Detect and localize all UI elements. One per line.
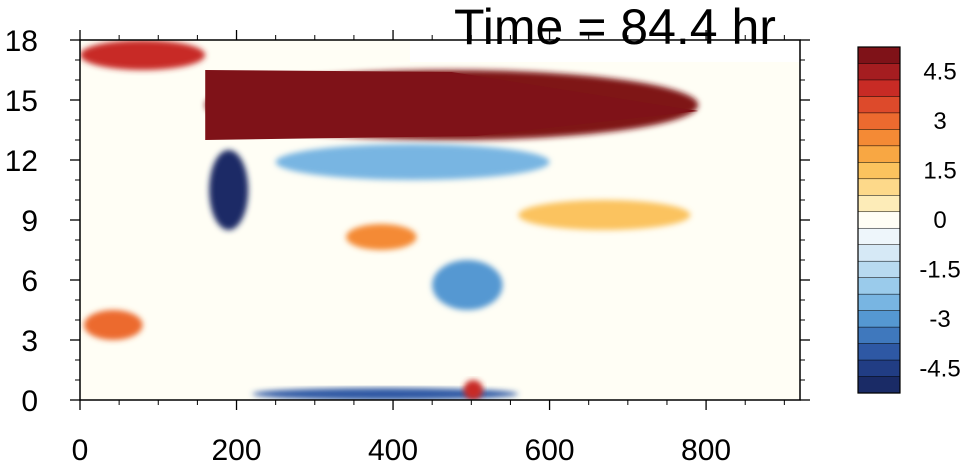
colorbar-swatch — [857, 79, 901, 97]
colorbar-frame — [857, 46, 901, 394]
colorbar-swatch — [857, 326, 901, 345]
heatmap-feature-blue-column — [209, 150, 249, 230]
heatmap-feature-left-red-top — [80, 40, 206, 70]
colorbar-swatch — [857, 162, 901, 180]
colorbar-swatch — [857, 145, 901, 163]
colorbar-swatch — [857, 227, 901, 246]
x-tick-label: 400 — [368, 434, 418, 467]
colorbar-swatch — [857, 195, 901, 213]
colorbar-label: 4.5 — [923, 59, 956, 86]
x-tick-label: 200 — [211, 434, 261, 467]
title-background — [410, 40, 800, 62]
colorbar: 4.5 3 1.5 0 -1.5 -3 -4.5 — [857, 46, 961, 394]
colorbar-swatch — [857, 129, 901, 147]
colorbar-swatch — [857, 178, 901, 196]
colorbar-label: -1.5 — [919, 256, 960, 283]
heatmap-feature-mid-blue-patch — [432, 260, 503, 310]
colorbar-swatch — [857, 376, 901, 394]
colorbar-swatch — [857, 310, 901, 328]
colorbar-swatch — [857, 244, 901, 262]
colorbar-swatch — [857, 211, 901, 229]
y-tick-label: 15 — [5, 85, 38, 118]
x-tick-label: 600 — [525, 434, 575, 467]
colorbar-label: -4.5 — [919, 355, 960, 382]
colorbar-label: 0 — [933, 207, 946, 234]
y-tick-label: 3 — [21, 325, 38, 358]
x-tick-label: 800 — [681, 434, 731, 467]
y-tick-label: 18 — [5, 25, 38, 58]
heatmap-feature-orange-patch-mid — [346, 224, 417, 250]
colorbar-swatch — [857, 46, 901, 65]
colorbar-swatch — [857, 96, 901, 114]
colorbar-label: -3 — [929, 306, 950, 333]
colorbar-label: 1.5 — [923, 158, 956, 185]
colorbar-swatch — [857, 277, 901, 295]
heatmap-red-band-core — [205, 70, 699, 140]
colorbar-swatch — [857, 359, 901, 378]
colorbar-swatch — [857, 260, 901, 279]
heatmap-field — [80, 40, 699, 400]
heatmap-feature-orange-patch-right — [518, 200, 691, 230]
heatmap-feature-left-orange-low — [83, 310, 143, 340]
colorbar-swatch — [857, 293, 901, 312]
heatmap-feature-orange-bottom — [463, 380, 484, 400]
heatmap-feature-bottom-blue-strip — [252, 388, 519, 400]
x-tick-label: 0 — [72, 434, 89, 467]
colorbar-swatch — [857, 343, 901, 361]
heatmap-feature-blue-band-below-red — [275, 144, 550, 180]
y-tick-label: 12 — [5, 145, 38, 178]
colorbar-label: 3 — [933, 108, 946, 135]
y-tick-label: 9 — [21, 205, 38, 238]
y-tick-label: 6 — [21, 265, 38, 298]
y-axis-ticks: 0 3 6 9 12 15 18 — [5, 25, 810, 418]
colorbar-swatch — [857, 63, 901, 81]
chart-title: Time = 84.4 hr — [454, 0, 776, 55]
y-tick-label: 0 — [21, 385, 38, 418]
colorbar-swatch — [857, 112, 901, 130]
x-axis-ticks: 0 200 400 600 800 — [72, 30, 785, 467]
